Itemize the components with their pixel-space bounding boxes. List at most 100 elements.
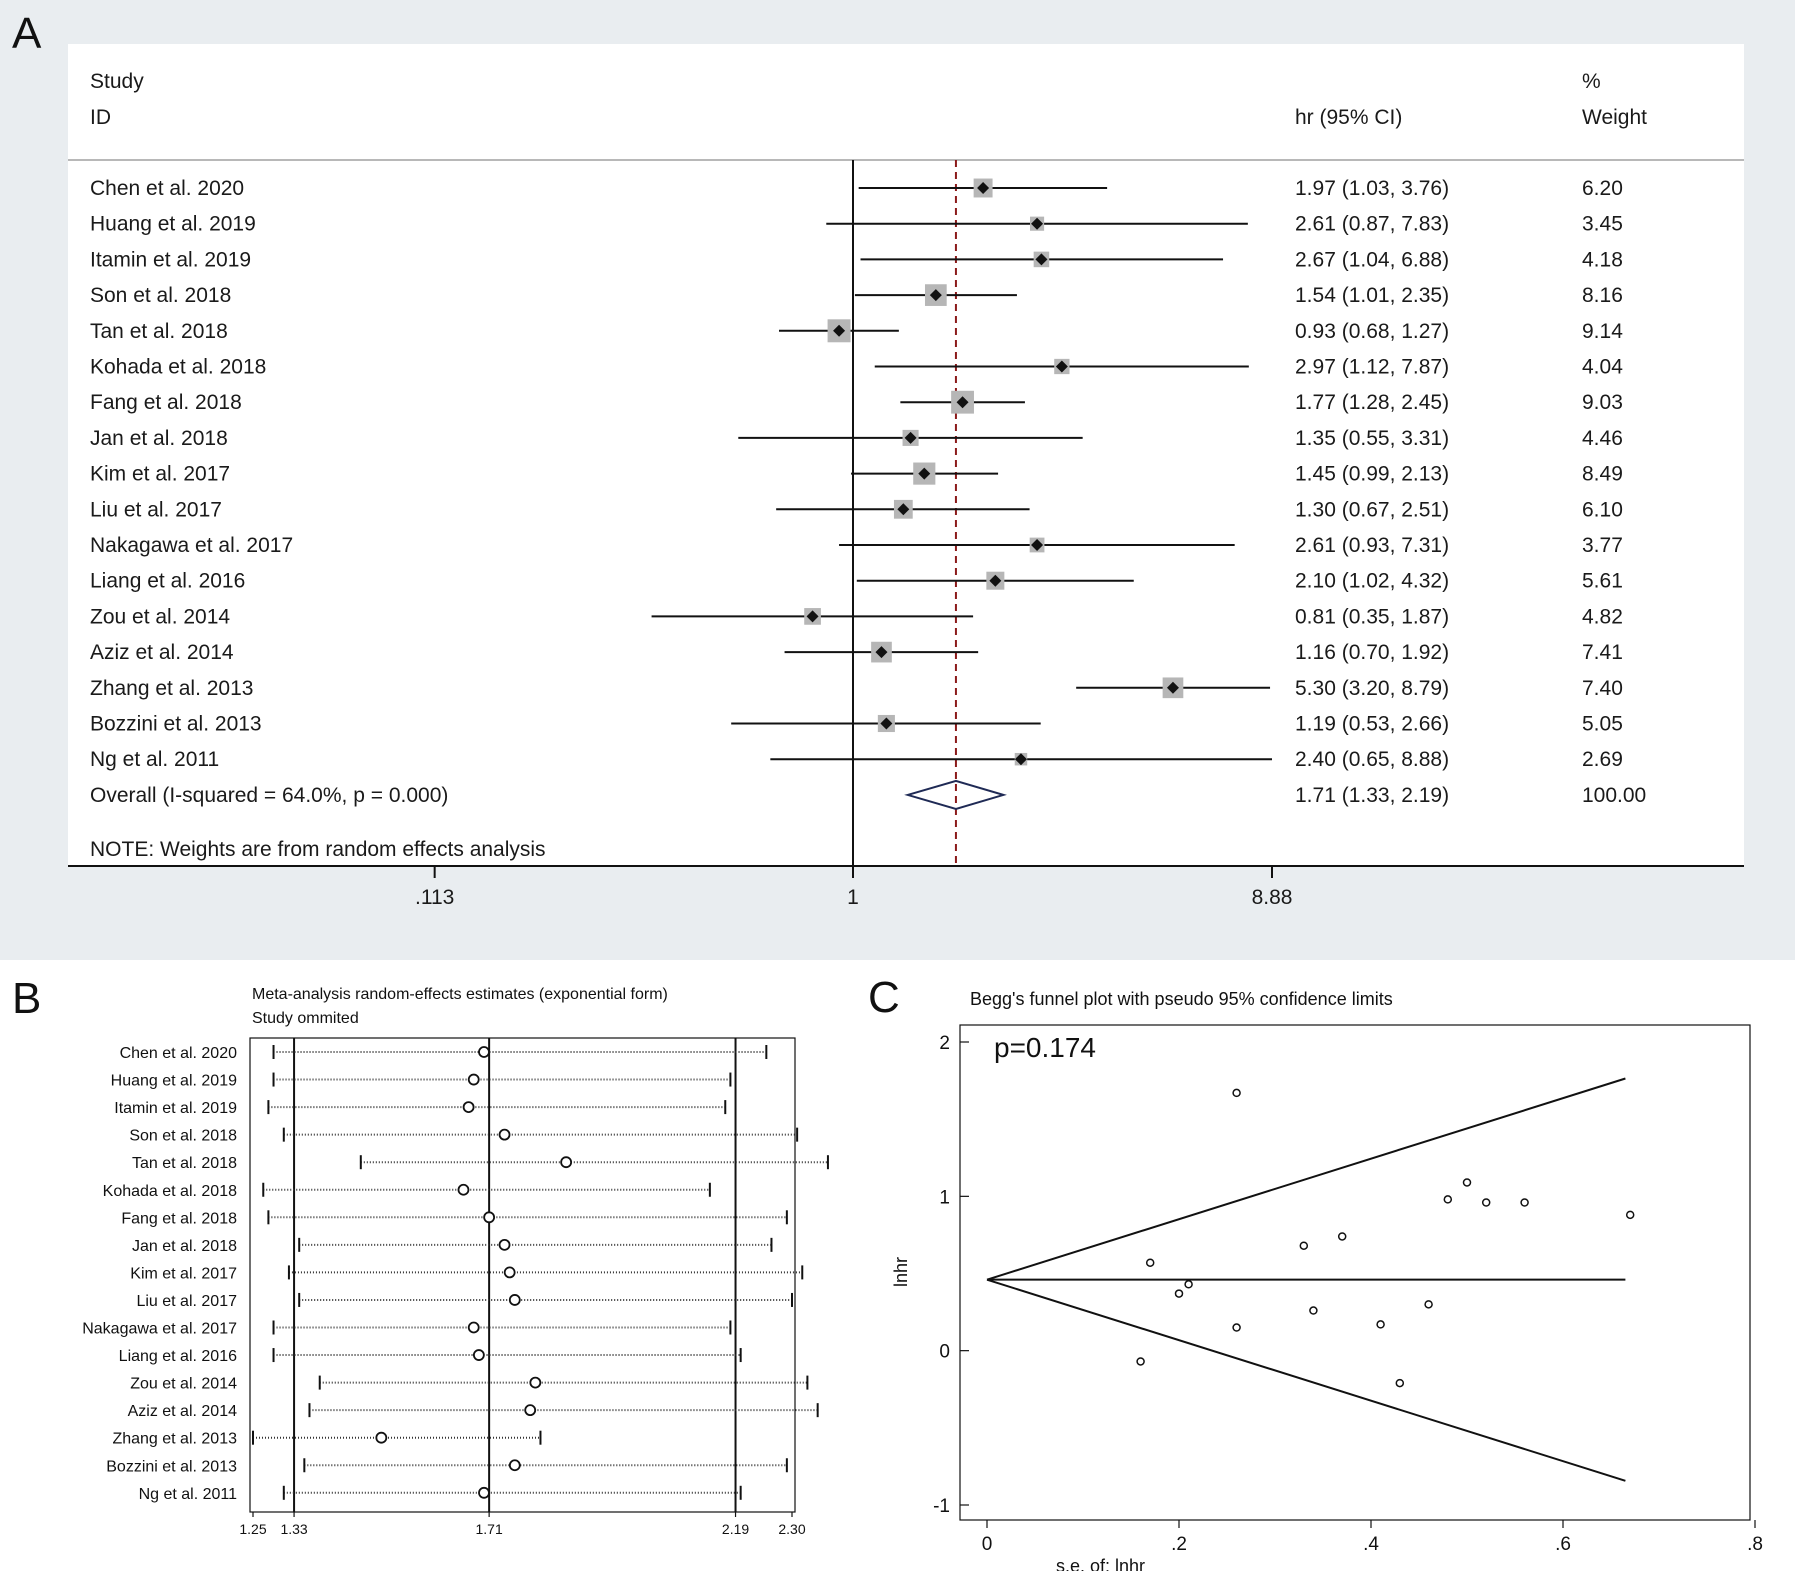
panel-label-b: B <box>12 974 41 1023</box>
point-estimate <box>904 431 917 444</box>
point-estimate <box>1055 360 1068 373</box>
study-label: Zhang et al. 2013 <box>90 677 253 700</box>
study-label: Ng et al. 2011 <box>90 748 219 771</box>
funnel-plot: C Begg's funnel plot with pseudo 95% conf… <box>868 973 1763 1571</box>
study-point <box>1520 1198 1529 1207</box>
study-omitted-label: Kim et al. 2017 <box>130 1265 237 1282</box>
overall-weight-value: 100.00 <box>1582 784 1646 807</box>
weight-value: 6.10 <box>1582 498 1623 521</box>
study-omitted-label: Bozzini et al. 2013 <box>106 1458 237 1475</box>
study-point <box>1481 1198 1491 1207</box>
study-label: Bozzini et al. 2013 <box>90 713 262 736</box>
hr-ci-value: 1.97 (1.03, 3.76) <box>1295 177 1449 200</box>
hr-ci-value: 2.10 (1.02, 4.32) <box>1295 570 1449 593</box>
lower-confidence-limit <box>986 1278 1626 1482</box>
sensitivity-plot: B Meta-analysis random-effects estimates … <box>12 974 829 1537</box>
x-tick-label: .2 <box>1171 1534 1187 1555</box>
y-tick-label: 2 <box>939 1033 950 1054</box>
weight-value: 7.40 <box>1582 677 1623 700</box>
weights-note: NOTE: Weights are from random effects an… <box>90 838 546 861</box>
point-estimate <box>875 646 888 659</box>
weight-value: 9.14 <box>1582 320 1623 343</box>
study-omitted-label: Fang et al. 2018 <box>121 1210 237 1227</box>
study-omitted-label: Son et al. 2018 <box>129 1128 237 1145</box>
study-omitted-label: Nakagawa et al. 2017 <box>82 1321 237 1338</box>
header-percent: % <box>1582 70 1601 93</box>
study-label: Itamin et al. 2019 <box>90 248 251 271</box>
point-estimate <box>929 289 942 302</box>
estimate-marker <box>478 1046 490 1058</box>
overall-diamond <box>904 779 1007 810</box>
hr-ci-value: 1.77 (1.28, 2.45) <box>1295 391 1449 414</box>
x-tick-label: 1.71 <box>476 1521 503 1537</box>
weight-value: 4.18 <box>1582 248 1623 271</box>
y-tick-label: -1 <box>933 1496 950 1517</box>
overall-label: Overall (I-squared = 64.0%, p = 0.000) <box>90 784 448 807</box>
study-label: Aziz et al. 2014 <box>90 641 234 664</box>
header-estimate: hr (95% CI) <box>1295 106 1402 129</box>
weight-value: 8.16 <box>1582 284 1623 307</box>
point-estimate <box>806 610 819 623</box>
weight-value: 5.05 <box>1582 713 1623 736</box>
study-point <box>1424 1300 1433 1309</box>
study-label: Huang et al. 2019 <box>90 213 256 236</box>
point-estimate <box>977 182 990 194</box>
study-omitted-label: Chen et al. 2020 <box>120 1045 238 1062</box>
weight-value: 4.04 <box>1582 356 1623 379</box>
weight-value: 3.45 <box>1582 213 1623 236</box>
study-label: Liu et al. 2017 <box>90 498 222 521</box>
weight-value: 3.77 <box>1582 534 1623 557</box>
plot-frame <box>249 1037 796 1513</box>
estimate-marker <box>375 1431 388 1444</box>
estimate-marker <box>524 1404 537 1417</box>
x-tick-label: .8 <box>1747 1534 1763 1555</box>
weight-value: 8.49 <box>1582 463 1623 486</box>
study-omitted-label: Ng et al. 2011 <box>139 1486 238 1503</box>
x-tick-label: 2.19 <box>722 1521 749 1537</box>
hr-ci-value: 2.40 (0.65, 8.88) <box>1295 748 1449 771</box>
x-axis-label: s.e. of: lnhr <box>1056 1556 1145 1571</box>
study-point <box>1174 1289 1184 1298</box>
estimate-marker <box>560 1156 573 1169</box>
study-point <box>1299 1241 1309 1250</box>
hr-ci-value: 2.97 (1.12, 7.87) <box>1295 356 1449 379</box>
x-tick-label: .4 <box>1363 1534 1379 1555</box>
hr-ci-value: 0.81 (0.35, 1.87) <box>1295 605 1449 628</box>
study-label: Chen et al. 2020 <box>90 177 244 200</box>
study-point <box>1184 1280 1193 1289</box>
study-omitted-label: Liang et al. 2016 <box>119 1348 237 1365</box>
hr-ci-value: 1.19 (0.53, 2.66) <box>1295 713 1449 736</box>
y-tick-label: 1 <box>939 1187 950 1208</box>
study-label: Fang et al. 2018 <box>90 391 242 414</box>
study-label: Kohada et al. 2018 <box>90 356 266 379</box>
study-omitted-label: Tan et al. 2018 <box>132 1155 237 1172</box>
x-tick-label: 0 <box>982 1534 993 1555</box>
study-point <box>1309 1306 1318 1315</box>
hr-ci-value: 1.16 (0.70, 1.92) <box>1295 641 1449 664</box>
hr-ci-value: 5.30 (3.20, 8.79) <box>1295 677 1449 700</box>
chart-title: Begg's funnel plot with pseudo 95% confi… <box>970 989 1393 1009</box>
hr-ci-value: 0.93 (0.68, 1.27) <box>1295 320 1449 343</box>
study-point <box>1395 1378 1405 1388</box>
weight-value: 9.03 <box>1582 391 1623 414</box>
estimate-marker <box>478 1486 490 1499</box>
study-omitted-label: Zou et al. 2014 <box>130 1376 237 1393</box>
panel-label-a: A <box>12 9 42 58</box>
weight-value: 4.46 <box>1582 427 1623 450</box>
estimate-marker <box>498 1128 511 1141</box>
x-tick-label: .6 <box>1555 1534 1571 1555</box>
study-omitted-label: Liu et al. 2017 <box>136 1293 237 1310</box>
point-estimate <box>897 503 910 516</box>
point-estimate <box>1035 253 1048 266</box>
weight-value: 4.82 <box>1582 605 1623 628</box>
point-estimate <box>956 396 969 409</box>
weight-value: 2.69 <box>1582 748 1623 771</box>
p-value-annotation: p=0.174 <box>994 1032 1096 1063</box>
point-estimate <box>918 467 931 480</box>
study-label: Nakagawa et al. 2017 <box>90 534 293 557</box>
header-study: Study <box>90 70 144 93</box>
study-point <box>1625 1210 1635 1220</box>
panel-a-plot-area <box>68 44 1744 866</box>
y-axis-label: lnhr <box>891 1257 911 1287</box>
